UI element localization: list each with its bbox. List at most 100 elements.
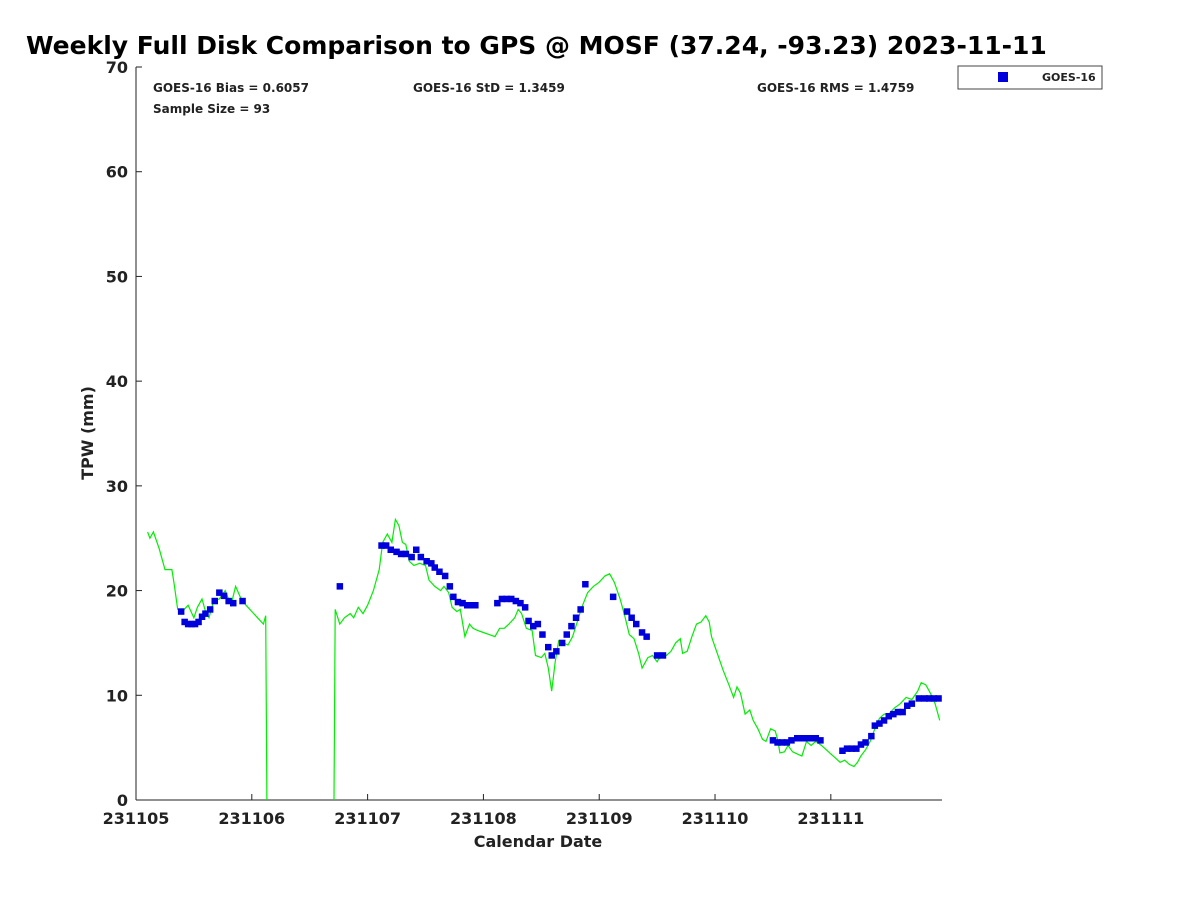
goes-data-point xyxy=(450,593,457,601)
goes-data-point xyxy=(609,593,617,601)
goes-data-point xyxy=(206,606,214,613)
goes-data-point xyxy=(659,652,667,659)
goes-data-point xyxy=(417,553,425,561)
y-axis-label: TPW (mm) xyxy=(78,386,97,480)
goes-data-point xyxy=(239,597,246,605)
goes-data-point xyxy=(336,583,344,590)
goes-data-point xyxy=(794,735,801,742)
goes-data-point xyxy=(525,617,532,625)
goes-data-point xyxy=(521,604,529,611)
goes-data-point xyxy=(382,542,390,549)
goes-data-point xyxy=(577,606,584,613)
y-ticks: 0 10 20 30 40 50 60 70 xyxy=(106,58,142,810)
goes-data-point xyxy=(494,599,501,607)
goes-data-point xyxy=(623,608,631,615)
goes-data-point xyxy=(904,702,911,709)
goes-data-point xyxy=(558,639,566,647)
goes-data-point xyxy=(853,745,860,752)
goes-data-point xyxy=(188,620,195,628)
goes-data-point xyxy=(553,648,560,655)
x-tick-label: 231110 xyxy=(682,809,749,828)
goes-series xyxy=(177,542,942,754)
goes-data-point xyxy=(472,602,479,609)
goes-data-point xyxy=(181,618,188,626)
goes-data-point xyxy=(803,735,810,742)
goes-data-point xyxy=(545,643,552,651)
goes-data-point xyxy=(908,700,916,707)
goes-data-point xyxy=(436,568,443,575)
x-tick-label: 231109 xyxy=(566,809,633,828)
goes-data-point xyxy=(220,592,228,600)
x-tick-label: 231111 xyxy=(797,809,864,828)
goes-data-point xyxy=(517,599,524,607)
goes-data-point xyxy=(441,572,449,580)
y-tick-label: 40 xyxy=(106,372,128,391)
goes-data-point xyxy=(572,614,580,621)
x-tick-label: 231107 xyxy=(334,809,401,828)
plot-area: 0 10 20 30 40 50 60 70 231105 231106 231107 231108… xyxy=(103,58,942,828)
goes-data-point xyxy=(862,739,869,746)
std-stat: GOES-16 StD = 1.3459 xyxy=(413,81,565,95)
goes-data-point xyxy=(530,622,537,630)
goes-data-point xyxy=(628,614,635,621)
chart-title: Weekly Full Disk Comparison to GPS @ MOS… xyxy=(26,31,1047,60)
goes-data-point xyxy=(807,735,815,742)
goes-data-point xyxy=(184,620,192,628)
goes-data-point xyxy=(857,741,865,748)
goes-data-point xyxy=(926,695,933,702)
goes-data-point xyxy=(638,629,646,636)
goes-data-point xyxy=(459,599,466,607)
goes-data-point xyxy=(454,598,462,606)
legend: GOES-16 xyxy=(957,65,1103,90)
gps-line-segment xyxy=(147,530,268,801)
goes-data-point xyxy=(503,595,510,603)
goes-data-point xyxy=(839,747,846,754)
y-tick-label: 20 xyxy=(106,582,128,601)
y-tick-label: 10 xyxy=(106,686,128,705)
goes-data-point xyxy=(843,745,851,752)
goes-data-point xyxy=(534,620,542,628)
goes-data-point xyxy=(817,737,824,744)
x-axis-label: Calendar Date xyxy=(474,832,603,851)
goes-data-point xyxy=(894,708,902,716)
goes-data-point xyxy=(402,550,410,558)
goes-data-point xyxy=(498,595,506,603)
goes-data-point xyxy=(876,720,883,727)
goes-data-point xyxy=(378,542,385,549)
goes-data-point xyxy=(788,737,795,744)
goes-data-point xyxy=(633,620,640,628)
goes-data-point xyxy=(198,613,206,620)
goes-data-point xyxy=(468,602,476,609)
goes-data-point xyxy=(563,631,570,638)
goes-data-point xyxy=(930,695,938,702)
x-tick-label: 231105 xyxy=(103,809,170,828)
goes-data-point xyxy=(643,633,650,640)
goes-data-point xyxy=(890,710,897,718)
goes-data-point xyxy=(195,618,202,626)
goes-data-point xyxy=(216,589,223,596)
y-tick-label: 30 xyxy=(106,477,128,496)
goes-data-point xyxy=(464,602,471,609)
goes-data-point xyxy=(548,652,555,659)
goes-data-point xyxy=(423,558,430,565)
goes-data-point xyxy=(880,717,888,724)
legend-box xyxy=(957,65,1103,90)
x-tick-label: 231106 xyxy=(218,809,285,828)
legend-label: GOES-16 xyxy=(1042,71,1096,84)
legend-square-marker xyxy=(998,72,1008,82)
goes-data-point xyxy=(812,735,819,742)
goes-data-point xyxy=(921,695,928,702)
goes-data-point xyxy=(225,597,232,605)
goes-data-point xyxy=(397,550,405,558)
goes-data-point xyxy=(568,622,575,630)
x-tick-label: 231108 xyxy=(450,809,517,828)
y-tick-label: 60 xyxy=(106,163,128,182)
goes-data-point xyxy=(848,745,855,752)
goes-data-point xyxy=(387,546,394,553)
goes-data-point xyxy=(512,597,520,605)
goes-data-point xyxy=(431,564,438,571)
y-tick-label: 0 xyxy=(117,791,128,810)
goes-data-point xyxy=(871,722,879,729)
goes-data-point xyxy=(774,739,781,746)
